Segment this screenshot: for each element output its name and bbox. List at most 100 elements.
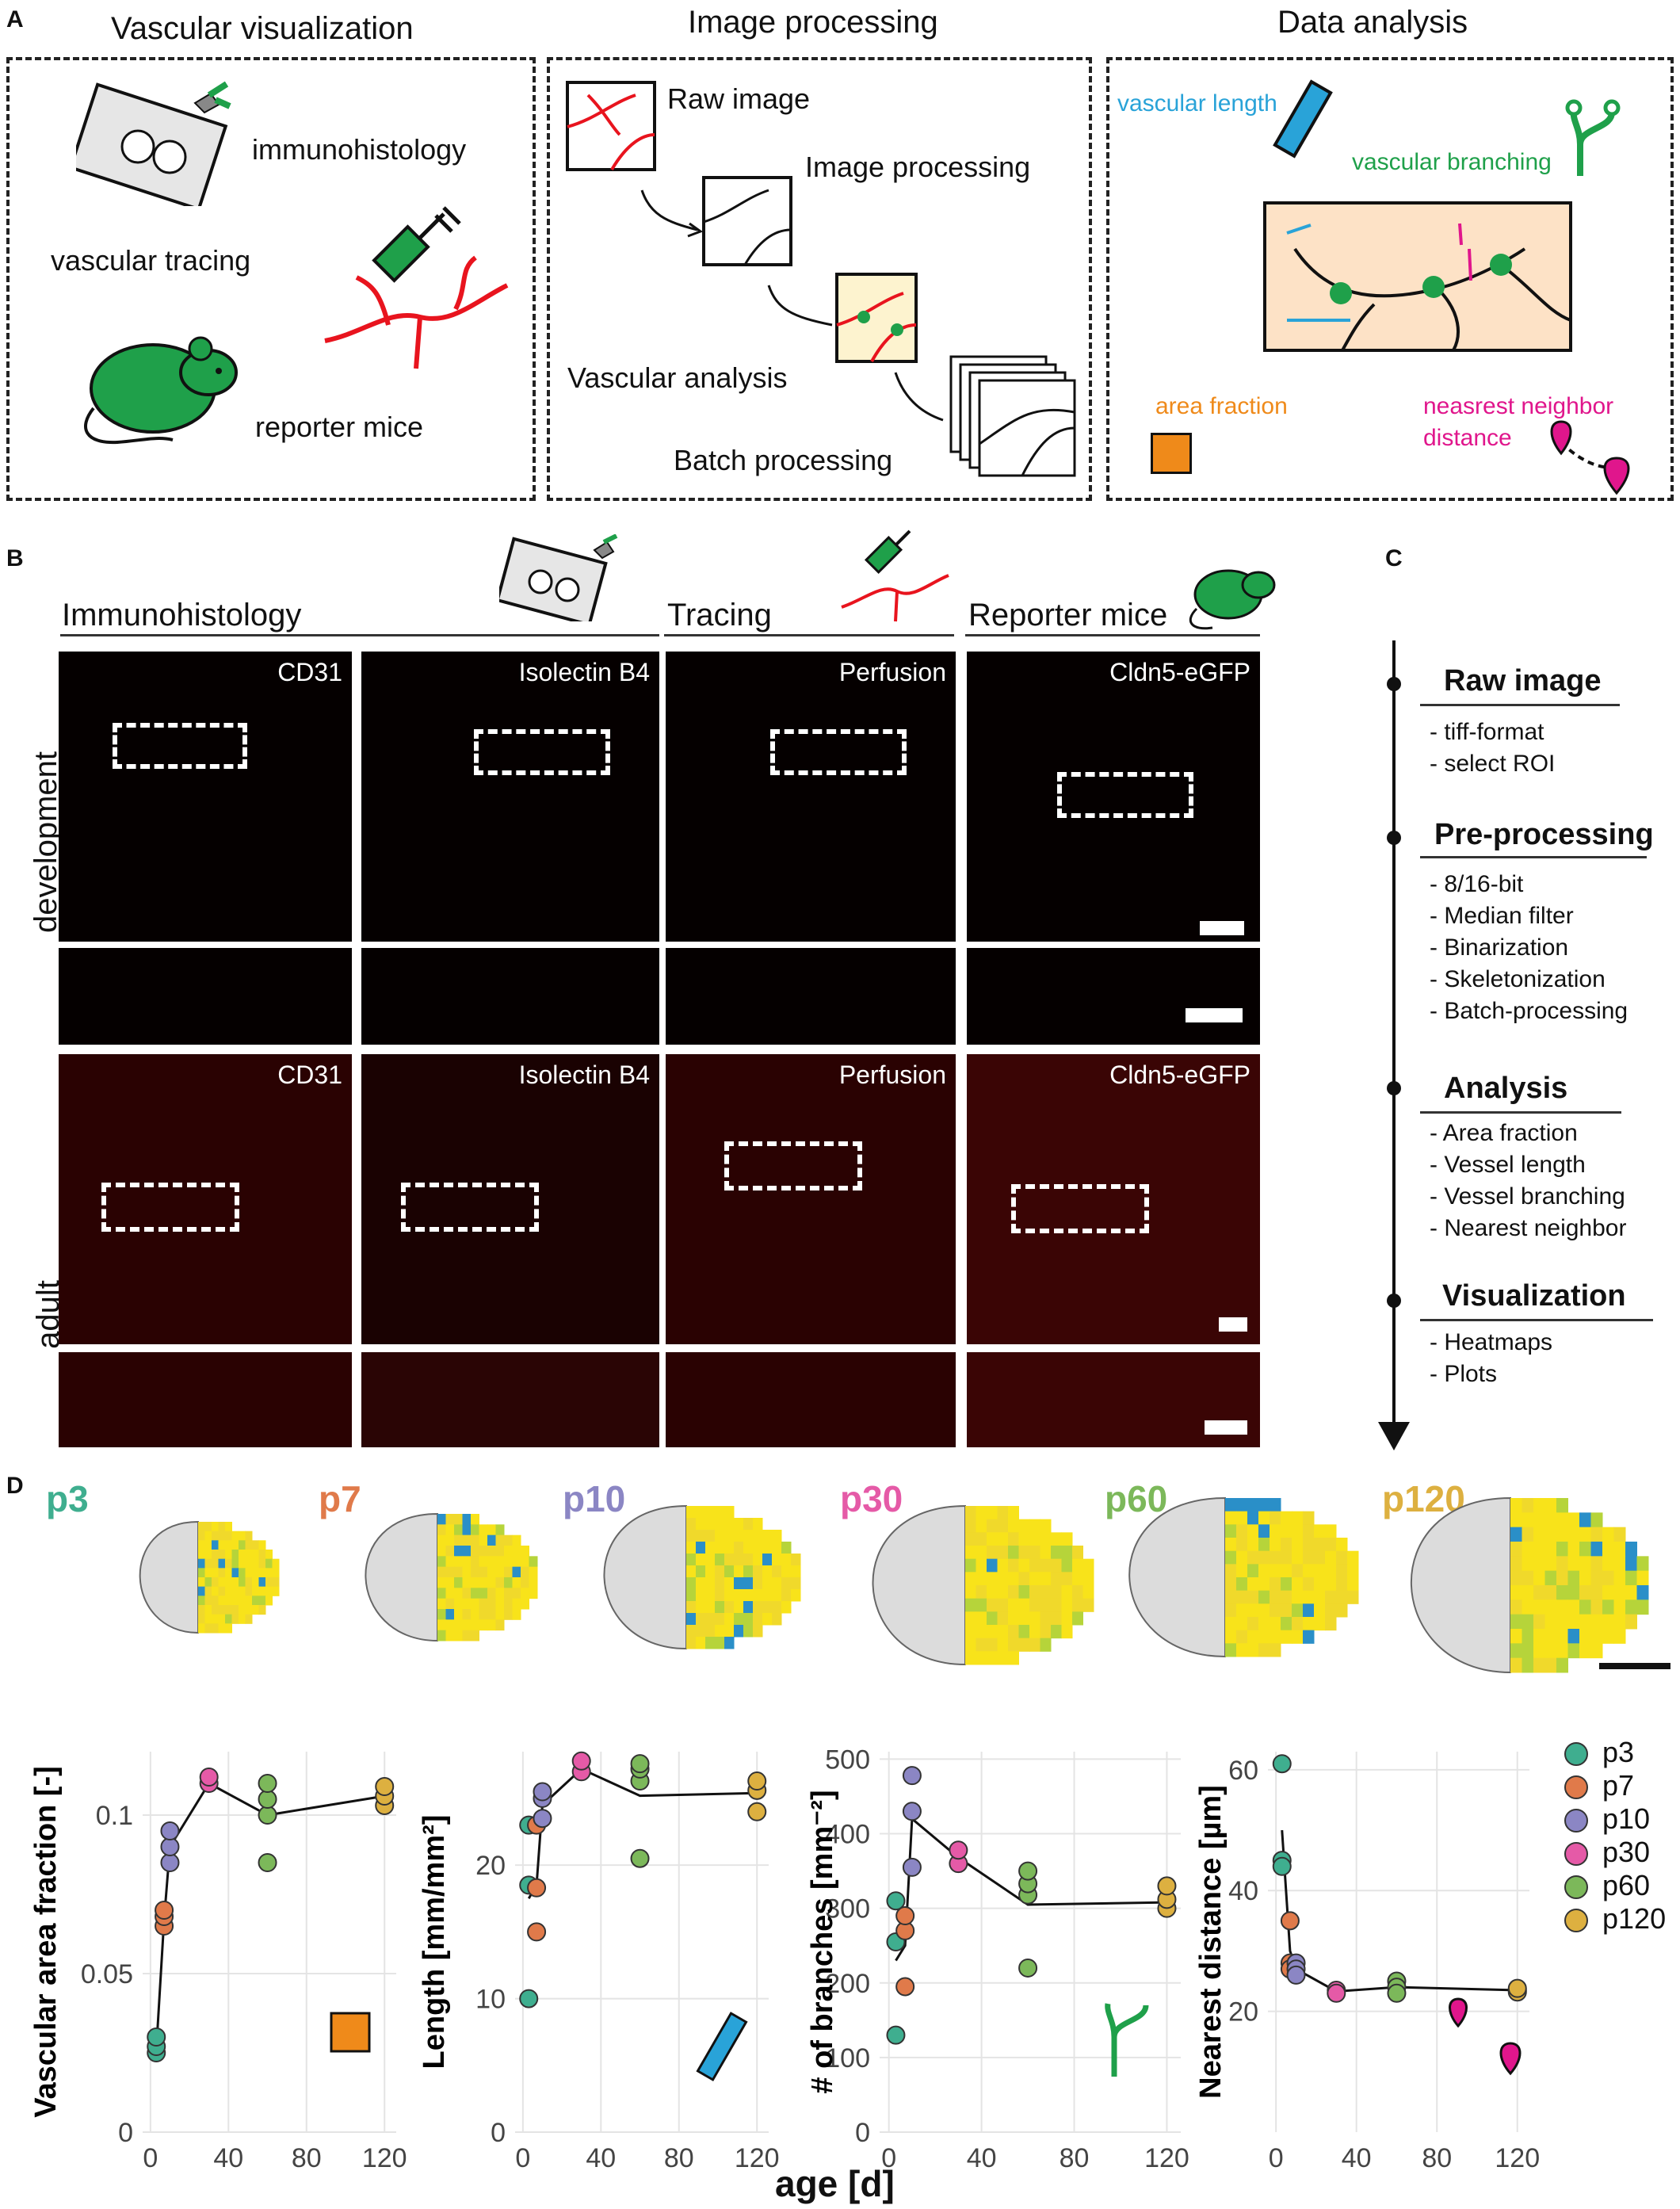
data-point — [258, 1774, 277, 1793]
legend-label: p60 — [1602, 1869, 1651, 1901]
y-axis-title: # of branches [mm⁻²] — [806, 1790, 839, 2093]
stain-label: Isolectin B4 — [518, 1061, 650, 1089]
zoom-dev-perfusion — [666, 948, 956, 1045]
label-vascular-tracing: vascular tracing — [51, 244, 251, 277]
y-tick-label: 0 — [855, 2118, 870, 2148]
legend-item-p120: p120 — [1564, 1902, 1666, 1936]
legend-label: p7 — [1602, 1769, 1635, 1802]
label-vascular-length: vascular length — [1117, 90, 1277, 117]
zoom-adult-perfusion — [666, 1352, 956, 1447]
zoom-adult-cd31 — [59, 1352, 352, 1447]
data-point — [147, 2027, 166, 2047]
heatmap-brain-p7 — [365, 1512, 538, 1642]
heatmap-scale-bar — [1599, 1663, 1670, 1669]
data-point — [902, 1857, 922, 1877]
workflow-dot — [1387, 1081, 1401, 1095]
age-label-p7: p7 — [319, 1478, 361, 1519]
step-items-visualization: - Heatmaps - Plots — [1430, 1329, 1553, 1387]
header-line-reporter-mice — [965, 634, 1260, 636]
step-underline — [1420, 1319, 1653, 1321]
y-tick-label: 40 — [1228, 1876, 1258, 1906]
x-tick-label: 120 — [735, 2143, 780, 2173]
ruler-icon — [1273, 79, 1333, 159]
age-label-p60: p60 — [1105, 1478, 1168, 1519]
age-label-p30: p30 — [840, 1478, 903, 1519]
legend-item-p10: p10 — [1564, 1802, 1650, 1836]
y-tick-label: 500 — [825, 1745, 870, 1775]
header-reporter-mice: Reporter mice — [968, 598, 1168, 633]
x-tick-label: 80 — [664, 2143, 694, 2173]
roi-box — [724, 1141, 862, 1190]
label-nearest-neighbor-2: distance — [1423, 425, 1512, 451]
label-reporter-mice: reporter mice — [255, 411, 424, 443]
data-point — [747, 1802, 767, 1821]
x-tick-label: 0 — [515, 2143, 530, 2173]
legend-item-p60: p60 — [1564, 1869, 1650, 1902]
data-point — [160, 1821, 180, 1840]
step-items-analysis: - Area fraction - Vessel length - Vessel… — [1430, 1120, 1627, 1241]
legend-label: p10 — [1602, 1802, 1651, 1835]
x-tick-label: 80 — [292, 2143, 322, 2173]
legend-swatch — [1564, 1909, 1588, 1933]
y-tick-label: 0.05 — [81, 1959, 133, 1989]
header-line-immunohistology — [60, 634, 659, 636]
stain-label: Perfusion — [838, 1061, 946, 1089]
workflow-dot — [1387, 1294, 1401, 1308]
data-point — [886, 1891, 906, 1911]
step-items-preprocessing: - 8/16-bit - Median filter - Binarizatio… — [1430, 871, 1628, 1024]
step-title-raw-image: Raw image — [1444, 664, 1602, 697]
stain-label: Cldn5-eGFP — [1109, 1061, 1250, 1089]
panel-d-plots: 0 40 80 120 0 0.05 0.1 Vascular area fraction [… — [29, 1745, 1540, 2173]
mean-line — [895, 1816, 1167, 1962]
data-point — [527, 1878, 547, 1898]
y-axis-title: Vascular area fraction [-] — [29, 1766, 63, 2118]
workflow-arrowhead — [1378, 1422, 1410, 1450]
x-tick-label: 40 — [967, 2143, 997, 2173]
panel-a-box-processing — [547, 57, 1092, 501]
panel-a-col2-title: Image processing — [688, 5, 938, 40]
syringe-vessel-icon-small — [841, 529, 949, 622]
batch-processing-icon — [894, 355, 1076, 477]
scale-bar — [1219, 1317, 1247, 1332]
y-tick-label: 400 — [825, 1820, 870, 1850]
roi-box — [770, 729, 907, 775]
panel-a-box-visualization — [6, 57, 536, 501]
roi-box — [1057, 772, 1193, 818]
x-tick-label: 120 — [1495, 2143, 1540, 2173]
data-point — [1280, 1911, 1300, 1931]
area-fraction-icon — [1151, 433, 1192, 474]
mouse-icon-small — [1189, 569, 1276, 630]
stain-label: Cldn5-eGFP — [1109, 658, 1250, 686]
x-tick-label: 0 — [1269, 2143, 1284, 2173]
mean-line — [1281, 1829, 1518, 1993]
data-point — [258, 1853, 277, 1872]
data-point — [902, 1802, 922, 1821]
roi-box — [401, 1183, 539, 1232]
data-point — [886, 2025, 906, 2045]
legend-swatch — [1564, 1875, 1588, 1900]
data-point — [895, 1906, 915, 1926]
data-point — [1018, 1861, 1038, 1881]
y-tick-label: 20 — [1228, 1997, 1258, 2027]
workflow-dot — [1387, 677, 1401, 691]
label-image-processing: Image processing — [805, 151, 1031, 183]
header-line-tracing — [664, 634, 954, 636]
panel-letter-d: D — [6, 1473, 24, 1499]
zoom-adult-cldn5 — [967, 1352, 1260, 1447]
branching-icon — [1565, 99, 1621, 176]
data-point — [519, 1989, 539, 2008]
micro-dev-isolectin: Isolectin B4 — [361, 652, 659, 942]
stain-label: CD31 — [277, 1061, 342, 1089]
step-title-analysis: Analysis — [1444, 1072, 1568, 1105]
vascular-analysis-icon — [767, 273, 918, 363]
step-title-preprocessing: Pre-processing — [1434, 818, 1654, 851]
data-point — [571, 1751, 591, 1771]
x-tick-label: 0 — [143, 2143, 158, 2173]
chart-1: 0 40 80 120 0 0.05 0.1 Vascular area fraction [… — [29, 1752, 407, 2173]
header-tracing: Tracing — [667, 598, 772, 633]
data-point — [1018, 1958, 1038, 1978]
stain-label: Perfusion — [838, 658, 946, 686]
panel-a-col1-title: Vascular visualization — [111, 11, 414, 46]
x-tick-label: 40 — [213, 2143, 243, 2173]
data-point — [1286, 1965, 1306, 1985]
